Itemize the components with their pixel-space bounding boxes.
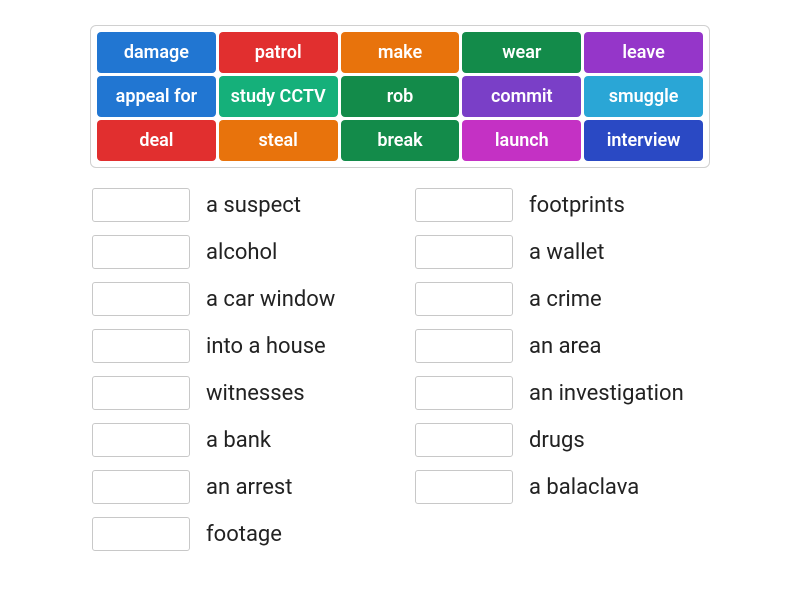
drop-slot[interactable] (92, 282, 190, 316)
drop-slot[interactable] (92, 235, 190, 269)
word-tile-appeal-for[interactable]: appeal for (97, 76, 216, 117)
answer-text: into a house (206, 334, 326, 359)
word-tile-damage[interactable]: damage (97, 32, 216, 73)
word-tile-break[interactable]: break (341, 120, 460, 161)
answers-grid: a suspect alcohol a car window into a ho… (90, 188, 710, 551)
word-tile-leave[interactable]: leave (584, 32, 703, 73)
drop-slot[interactable] (92, 329, 190, 363)
answer-row: into a house (92, 329, 385, 363)
answer-row: witnesses (92, 376, 385, 410)
drop-slot[interactable] (92, 517, 190, 551)
answer-row: a crime (415, 282, 708, 316)
answer-text: a car window (206, 287, 335, 312)
drop-slot[interactable] (92, 423, 190, 457)
answer-text: a bank (206, 428, 271, 453)
answer-text: a balaclava (529, 475, 639, 500)
drop-slot[interactable] (92, 188, 190, 222)
answer-row: an arrest (92, 470, 385, 504)
word-tile-rob[interactable]: rob (341, 76, 460, 117)
answer-text: an investigation (529, 381, 684, 406)
answer-text: a wallet (529, 240, 605, 265)
answer-row: a suspect (92, 188, 385, 222)
word-tile-deal[interactable]: deal (97, 120, 216, 161)
word-tile-smuggle[interactable]: smuggle (584, 76, 703, 117)
answer-row: a car window (92, 282, 385, 316)
answer-row: footage (92, 517, 385, 551)
answer-text: a suspect (206, 193, 301, 218)
answer-text: an area (529, 334, 601, 359)
drop-slot[interactable] (92, 470, 190, 504)
word-tile-commit[interactable]: commit (462, 76, 581, 117)
word-tile-wear[interactable]: wear (462, 32, 581, 73)
answer-row: drugs (415, 423, 708, 457)
answer-text: footprints (529, 193, 625, 218)
answer-text: a crime (529, 287, 602, 312)
drop-slot[interactable] (415, 235, 513, 269)
drop-slot[interactable] (415, 282, 513, 316)
answer-row: a balaclava (415, 470, 708, 504)
word-tile-launch[interactable]: launch (462, 120, 581, 161)
word-tile-study-cctv[interactable]: study CCTV (219, 76, 338, 117)
drop-slot[interactable] (415, 423, 513, 457)
drop-slot[interactable] (415, 470, 513, 504)
word-tile-interview[interactable]: interview (584, 120, 703, 161)
answer-row: an area (415, 329, 708, 363)
drop-slot[interactable] (415, 188, 513, 222)
answer-text: drugs (529, 428, 585, 453)
answer-text: witnesses (206, 381, 305, 406)
answer-row: a wallet (415, 235, 708, 269)
drop-slot[interactable] (92, 376, 190, 410)
word-tile-patrol[interactable]: patrol (219, 32, 338, 73)
answer-text: an arrest (206, 475, 292, 500)
word-tile-steal[interactable]: steal (219, 120, 338, 161)
answer-row: an investigation (415, 376, 708, 410)
answer-row: footprints (415, 188, 708, 222)
drop-slot[interactable] (415, 376, 513, 410)
drop-slot[interactable] (415, 329, 513, 363)
answer-row: alcohol (92, 235, 385, 269)
answer-row: a bank (92, 423, 385, 457)
answer-text: footage (206, 522, 282, 547)
word-bank: damage patrol make wear leave appeal for… (90, 25, 710, 168)
word-tile-make[interactable]: make (341, 32, 460, 73)
answer-text: alcohol (206, 240, 277, 265)
